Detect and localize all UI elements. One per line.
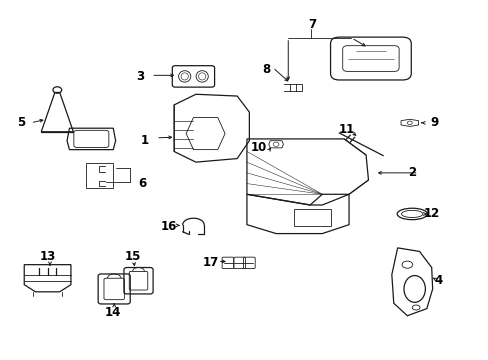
Text: 10: 10 xyxy=(250,141,266,154)
Text: 12: 12 xyxy=(423,207,439,220)
Text: 7: 7 xyxy=(308,18,316,31)
Text: 6: 6 xyxy=(138,177,146,190)
Text: 15: 15 xyxy=(124,250,141,263)
Text: 9: 9 xyxy=(429,116,437,129)
Text: 1: 1 xyxy=(141,134,148,147)
Text: 3: 3 xyxy=(136,70,144,83)
Text: 4: 4 xyxy=(434,274,442,287)
Bar xyxy=(86,163,113,188)
Text: 2: 2 xyxy=(407,166,415,179)
Text: 11: 11 xyxy=(338,123,354,136)
Text: 17: 17 xyxy=(202,256,218,269)
Text: 14: 14 xyxy=(105,306,121,319)
Text: 13: 13 xyxy=(40,250,56,263)
Text: 16: 16 xyxy=(161,220,177,233)
Text: 8: 8 xyxy=(262,63,270,76)
Text: 5: 5 xyxy=(17,116,25,129)
